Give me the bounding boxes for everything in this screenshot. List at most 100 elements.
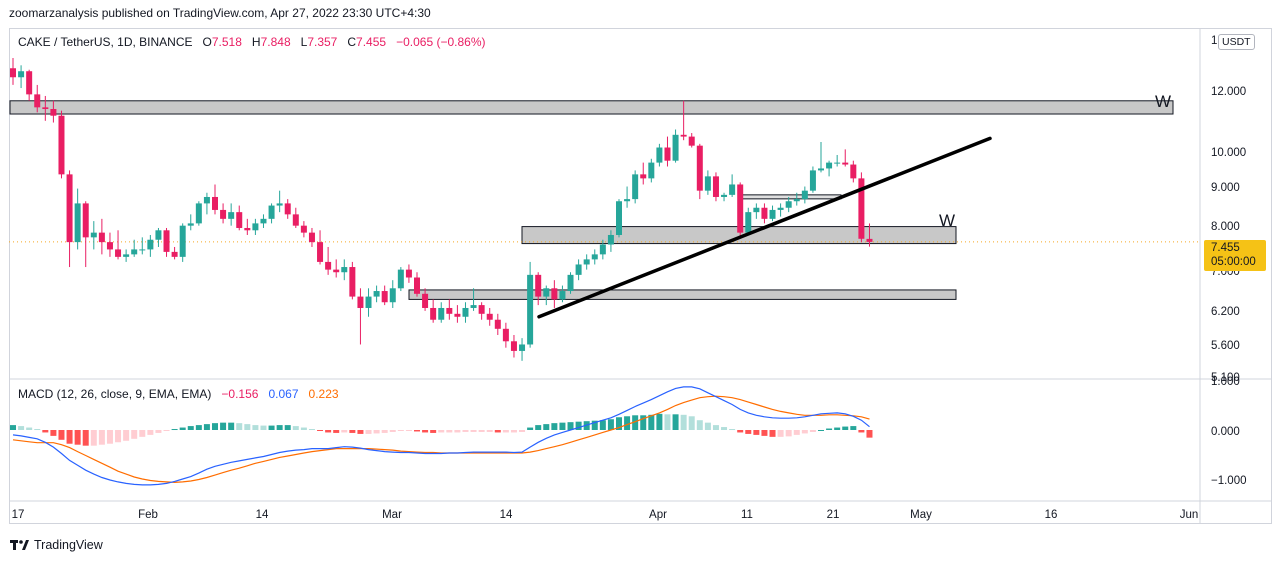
candle-body — [381, 291, 388, 303]
open-label: O — [202, 35, 212, 49]
time-tick-label: May — [910, 509, 932, 521]
candle-body — [826, 162, 833, 169]
candle-body — [567, 274, 574, 292]
candle-body — [252, 223, 259, 231]
macd-histogram-bar — [640, 415, 647, 430]
macd-histogram-bar — [26, 427, 33, 430]
time-tick-label: 16 — [1045, 509, 1058, 521]
candle-body — [866, 238, 873, 242]
candle-body — [696, 145, 703, 191]
footer-brand[interactable]: TradingView — [10, 538, 103, 552]
candle-body — [236, 212, 243, 228]
candle-body — [510, 341, 517, 351]
macd-histogram-bar — [599, 420, 606, 430]
time-tick-label: 21 — [827, 509, 840, 521]
candle-body — [527, 274, 534, 345]
macd-histogram-bar — [268, 425, 275, 430]
price-tick-label: 6.200 — [1211, 306, 1240, 318]
macd-histogram-bar — [333, 430, 340, 433]
macd-histogram-bar — [10, 425, 16, 430]
candle-body — [583, 259, 590, 265]
candle-body — [115, 249, 122, 257]
macd-histogram-bar — [535, 425, 542, 430]
candle-body — [704, 176, 711, 191]
macd-histogram-bar — [624, 416, 631, 430]
zone-label: W — [939, 211, 955, 230]
trendline — [537, 136, 992, 319]
macd-histogram-bar — [462, 430, 469, 432]
close-label: C — [347, 35, 357, 49]
macd-histogram-bar — [405, 430, 412, 431]
close-value: 7.455 — [356, 35, 387, 49]
macd-histogram-bar — [106, 430, 113, 444]
macd-histogram-bar — [729, 429, 736, 431]
candle-body — [688, 136, 695, 146]
macd-histogram-bar — [66, 430, 73, 444]
chart-frame — [9, 28, 1272, 524]
high-label: H — [251, 35, 261, 49]
sr-zone — [9, 100, 1174, 115]
candle-body — [18, 71, 25, 78]
candle-body — [454, 313, 461, 317]
time-tick-label: 14 — [500, 509, 513, 521]
candle-body — [131, 249, 138, 255]
candle-body — [349, 267, 356, 297]
macd-histogram-bar — [139, 430, 146, 437]
macd-histogram-bar — [648, 414, 655, 430]
candle-body — [680, 134, 687, 137]
price-tick-label: 8.000 — [1211, 221, 1240, 233]
candle-body — [123, 254, 130, 257]
macd-histogram-bar — [171, 429, 178, 431]
macd-histogram-bar — [438, 430, 445, 433]
candle-body — [341, 267, 348, 273]
macd-histogram-bar — [260, 425, 267, 430]
macd-histogram-bar — [357, 430, 364, 434]
candle-body — [284, 203, 291, 215]
candle-body — [842, 162, 849, 165]
macd-histogram-bar — [155, 430, 162, 433]
candle-body — [664, 147, 671, 161]
macd-histogram-bar — [454, 430, 461, 433]
macd-histogram-bar — [98, 430, 105, 445]
macd-histogram-bar — [834, 427, 841, 430]
zone-label: W — [1155, 92, 1171, 111]
macd-histogram-bar — [179, 427, 186, 430]
candle-body — [171, 251, 178, 257]
candle-body — [777, 207, 784, 210]
macd-histogram-bar — [777, 430, 784, 437]
macd-histogram-bar — [519, 430, 526, 432]
low-label: L — [300, 35, 308, 49]
macd-tick-label: −1.000 — [1211, 475, 1247, 487]
macd-tick-label: 0.000 — [1211, 426, 1240, 438]
candle-body — [195, 203, 202, 224]
candle-body — [325, 261, 332, 270]
macd-histogram-bar — [486, 430, 493, 432]
candle-body — [801, 190, 808, 200]
macd-histogram-bar — [236, 423, 243, 430]
sr-zone — [408, 289, 957, 300]
candlestick-series — [10, 58, 873, 361]
symbol-legend: CAKE / TetherUS, 1D, BINANCE O7.518 H7.8… — [18, 35, 486, 49]
macd-histogram-bar — [292, 426, 299, 430]
macd-histogram-bar — [761, 430, 768, 436]
candle-body — [106, 242, 113, 250]
currency-button[interactable]: USDT — [1218, 34, 1255, 50]
candle-body — [502, 328, 509, 342]
macd-legend: MACD (12, 26, close, 9, EMA, EMA) −0.156… — [18, 387, 339, 401]
macd-histogram-bar — [850, 426, 857, 430]
candle-body — [292, 214, 299, 226]
candle-body — [551, 288, 558, 300]
candle-body — [809, 170, 816, 191]
candle-body — [414, 277, 420, 294]
macd-pane — [10, 386, 873, 486]
candle-body — [260, 218, 267, 224]
candle-body — [858, 178, 865, 239]
macd-histogram-bar — [284, 425, 291, 430]
macd-histogram-bar — [470, 430, 477, 432]
macd-histogram-bar — [527, 427, 534, 430]
candle-body — [212, 196, 218, 210]
price-tick-label: 1 — [1211, 35, 1217, 47]
macd-histogram-bar — [494, 430, 501, 433]
candle-body — [559, 291, 566, 300]
